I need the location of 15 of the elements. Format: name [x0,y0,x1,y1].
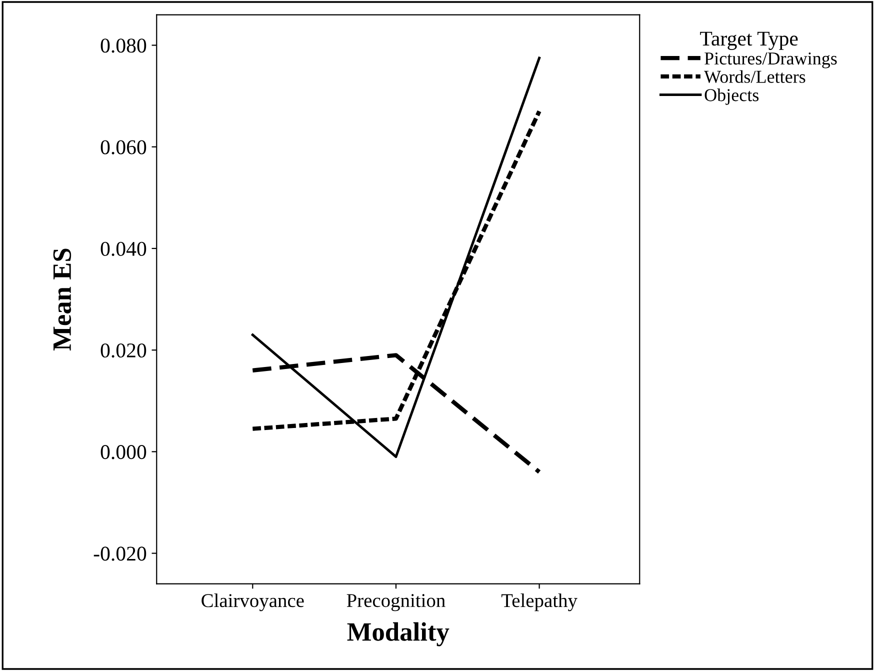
y-tick-label: 0.060 [100,140,146,154]
y-tick-label: 0.080 [100,38,146,53]
y-tick-label: 0.020 [100,343,146,358]
x-tick-label: Telepathy [501,593,578,612]
x-tick-label: Precognition [346,594,446,612]
x-tick-label: Clairvoyance [202,593,304,612]
legend-title: Target Type [700,32,798,50]
y-tick-label: 0.000 [100,445,146,460]
legend-label: Words/Letters [704,70,806,84]
y-tick-label: -0.020 [94,546,146,561]
legend-label: Objects [704,88,759,105]
y-tick-label: 0.040 [100,242,146,256]
y-axis-title: Mean ES [53,248,72,350]
x-axis-title: Modality [347,622,450,646]
legend-label: Pictures/Drawings [704,52,837,68]
